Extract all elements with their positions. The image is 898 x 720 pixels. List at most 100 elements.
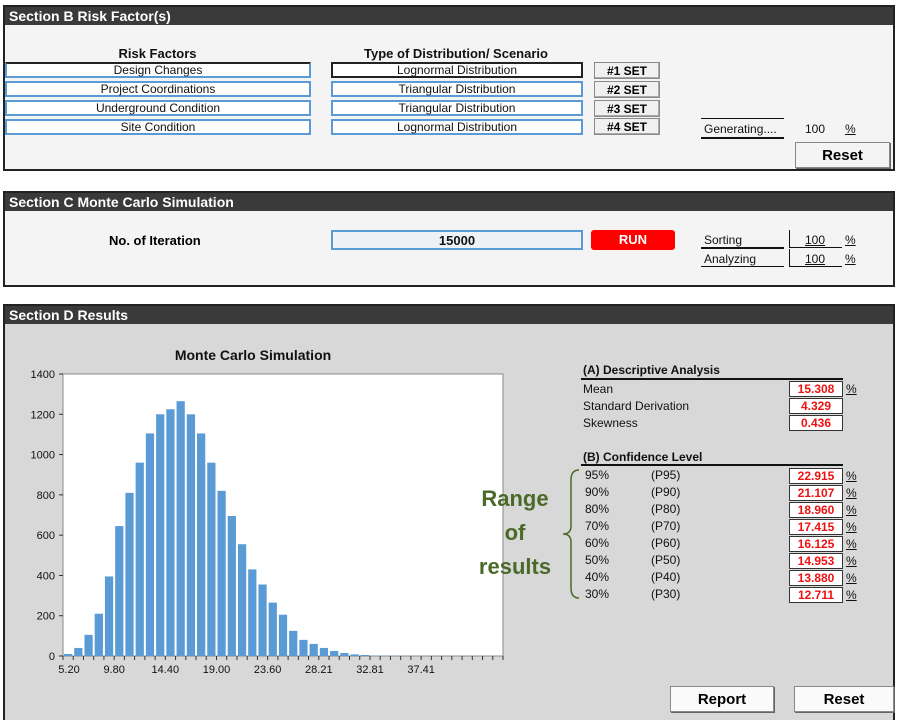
section-b: Section B Risk Factor(s) Risk Factors Ty… bbox=[3, 5, 895, 171]
distribution-cell[interactable]: Lognormal Distribution bbox=[331, 119, 583, 135]
histogram-bar bbox=[340, 652, 349, 656]
histogram-bar bbox=[186, 414, 196, 656]
confidence-value: 14.953 bbox=[789, 553, 843, 569]
confidence-title-underline bbox=[581, 464, 843, 466]
analyzing-divider bbox=[701, 266, 784, 267]
mean-label: Mean bbox=[583, 382, 614, 396]
distribution-header: Type of Distribution/ Scenario bbox=[364, 46, 548, 61]
y-tick-label: 1000 bbox=[31, 450, 55, 462]
histogram-bar bbox=[84, 634, 93, 656]
distribution-cell[interactable]: Triangular Distribution bbox=[331, 81, 583, 97]
distribution-cell[interactable]: Triangular Distribution bbox=[331, 100, 583, 116]
analyzing-label: Analyzing bbox=[704, 252, 757, 266]
histogram-bar bbox=[115, 526, 124, 656]
analyzing-percent: % bbox=[845, 252, 856, 266]
confidence-value: 18.960 bbox=[789, 502, 843, 518]
histogram-bar bbox=[156, 414, 165, 656]
risk-factor-cell[interactable]: Design Changes bbox=[5, 62, 311, 78]
set-button-1[interactable]: #1 SET bbox=[594, 62, 660, 79]
risk-factor-cell[interactable]: Underground Condition bbox=[5, 100, 311, 116]
confidence-percent: % bbox=[846, 486, 857, 500]
histogram-bar bbox=[64, 653, 73, 656]
confidence-p: (P95) bbox=[651, 468, 681, 482]
histogram-bar bbox=[237, 544, 247, 656]
risk-factor-cell[interactable]: Site Condition bbox=[5, 119, 311, 135]
sorting-value-box bbox=[789, 230, 842, 248]
confidence-percent: % bbox=[846, 571, 857, 585]
histogram-bar bbox=[135, 462, 144, 656]
confidence-value: 16.125 bbox=[789, 536, 843, 552]
histogram-bar bbox=[268, 602, 277, 656]
risk-factor-cell[interactable]: Project Coordinations bbox=[5, 81, 311, 97]
confidence-percent: % bbox=[846, 503, 857, 517]
confidence-value: 22.915 bbox=[789, 468, 843, 484]
generating-percent: % bbox=[845, 122, 856, 136]
x-tick-label: 23.60 bbox=[254, 664, 282, 676]
x-tick-label: 9.80 bbox=[103, 664, 124, 676]
mean-percent: % bbox=[846, 382, 857, 396]
section-b-reset-button[interactable]: Reset bbox=[795, 142, 890, 168]
confidence-value: 21.107 bbox=[789, 485, 843, 501]
y-tick-label: 200 bbox=[37, 611, 55, 623]
confidence-level: 90% bbox=[585, 485, 610, 499]
iteration-input[interactable]: 15000 bbox=[331, 230, 583, 250]
histogram-bar bbox=[145, 433, 155, 656]
section-b-header: Section B Risk Factor(s) bbox=[5, 7, 893, 25]
histogram-bar bbox=[248, 569, 257, 656]
section-c: Section C Monte Carlo Simulation No. of … bbox=[3, 191, 895, 287]
section-d: Section D Results Monte Carlo Simulation… bbox=[3, 304, 895, 720]
set-button-3[interactable]: #3 SET bbox=[594, 100, 660, 117]
histogram-bar bbox=[125, 492, 134, 656]
skewness-value: 0.436 bbox=[789, 415, 843, 431]
histogram-bar bbox=[319, 647, 329, 656]
confidence-percent: % bbox=[846, 469, 857, 483]
x-tick-label: 14.40 bbox=[152, 664, 180, 676]
confidence-level: 50% bbox=[585, 553, 610, 567]
histogram-bar bbox=[350, 654, 359, 656]
generating-label: Generating.... bbox=[704, 122, 777, 136]
section-d-header: Section D Results bbox=[5, 306, 893, 324]
confidence-level: 30% bbox=[585, 587, 610, 601]
confidence-p: (P80) bbox=[651, 502, 681, 516]
histogram-bar bbox=[258, 584, 267, 656]
confidence-p: (P40) bbox=[651, 570, 681, 584]
confidence-p: (P50) bbox=[651, 553, 681, 567]
y-tick-label: 600 bbox=[37, 530, 55, 542]
sorting-percent: % bbox=[845, 233, 856, 247]
y-tick-label: 0 bbox=[49, 651, 55, 663]
generating-top-line bbox=[701, 118, 784, 119]
std-value: 4.329 bbox=[789, 398, 843, 414]
confidence-p: (P60) bbox=[651, 536, 681, 550]
range-bracket bbox=[562, 469, 580, 599]
confidence-level: 95% bbox=[585, 468, 610, 482]
descriptive-title-underline bbox=[581, 378, 843, 380]
histogram-bar bbox=[299, 639, 308, 656]
iteration-label: No. of Iteration bbox=[109, 233, 201, 248]
generating-bottom-line bbox=[701, 137, 784, 139]
analyzing-value: 100 bbox=[805, 252, 826, 266]
run-button[interactable]: RUN bbox=[591, 230, 675, 250]
x-tick-label: 32.81 bbox=[356, 664, 384, 676]
histogram-bar bbox=[166, 409, 175, 656]
chart-title: Monte Carlo Simulation bbox=[175, 347, 331, 363]
histogram-bar bbox=[94, 613, 103, 656]
x-tick-label: 37.41 bbox=[407, 664, 435, 676]
x-tick-label: 5.20 bbox=[58, 664, 79, 676]
y-tick-label: 1200 bbox=[31, 409, 55, 421]
risk-factors-header: Risk Factors bbox=[118, 46, 197, 61]
section-d-reset-button[interactable]: Reset bbox=[794, 686, 894, 712]
histogram-bar bbox=[176, 401, 185, 656]
x-tick-label: 19.00 bbox=[203, 664, 231, 676]
confidence-percent: % bbox=[846, 554, 857, 568]
x-tick-label: 28.21 bbox=[305, 664, 333, 676]
histogram-bar bbox=[289, 630, 298, 656]
confidence-level: 80% bbox=[585, 502, 610, 516]
report-button[interactable]: Report bbox=[670, 686, 774, 712]
confidence-title: (B) Confidence Level bbox=[583, 450, 703, 464]
std-label: Standard Derivation bbox=[583, 399, 690, 413]
distribution-cell[interactable]: Lognormal Distribution bbox=[331, 62, 583, 78]
histogram-bar bbox=[104, 576, 114, 656]
set-button-4[interactable]: #4 SET bbox=[594, 118, 660, 135]
confidence-level: 70% bbox=[585, 519, 610, 533]
set-button-2[interactable]: #2 SET bbox=[594, 81, 660, 98]
